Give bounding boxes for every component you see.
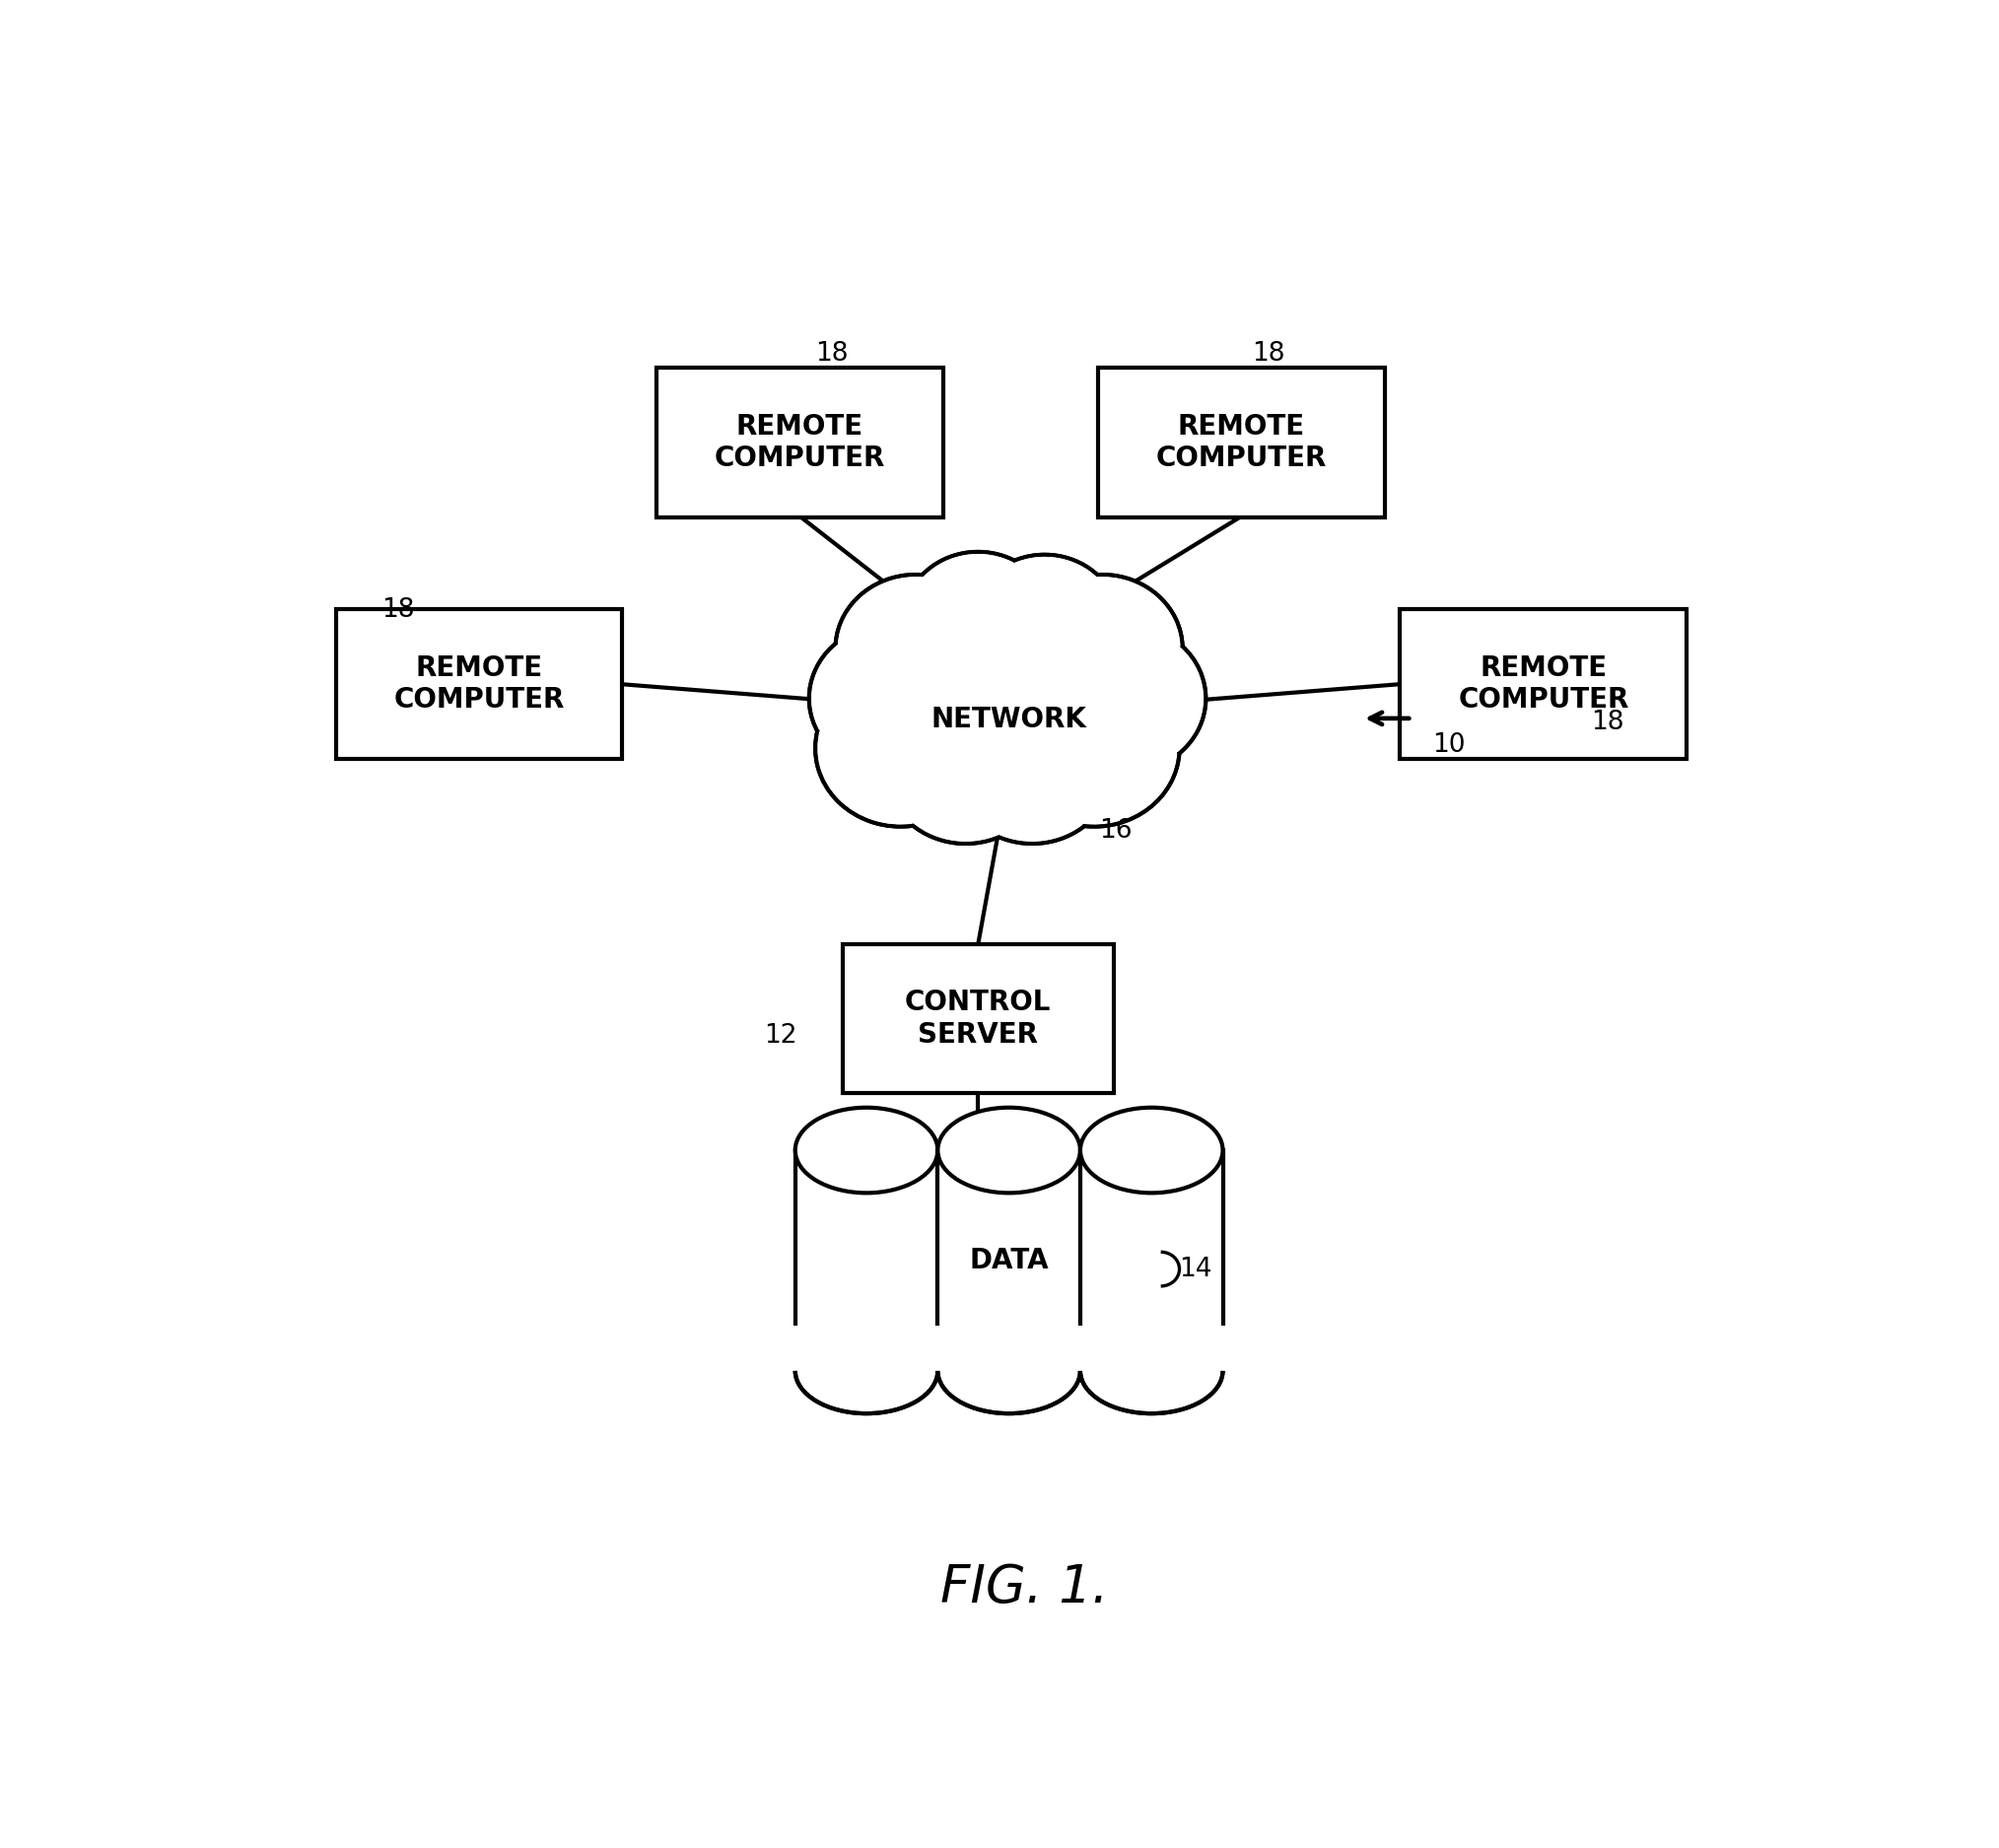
- Circle shape: [904, 553, 1051, 689]
- Circle shape: [836, 575, 998, 723]
- Ellipse shape: [796, 1107, 938, 1194]
- Text: 18: 18: [1251, 342, 1285, 368]
- FancyBboxPatch shape: [1097, 368, 1385, 517]
- Circle shape: [906, 554, 1049, 686]
- Circle shape: [1047, 626, 1203, 771]
- FancyBboxPatch shape: [656, 368, 944, 517]
- Circle shape: [886, 695, 1045, 843]
- Bar: [1079, 1149, 1223, 1371]
- Text: DATA: DATA: [970, 1247, 1049, 1275]
- Ellipse shape: [938, 1107, 1079, 1194]
- Text: 18: 18: [382, 597, 414, 623]
- Text: 12: 12: [764, 1024, 798, 1048]
- Circle shape: [816, 671, 986, 826]
- Circle shape: [952, 695, 1113, 843]
- Circle shape: [970, 554, 1119, 691]
- Text: REMOTE
COMPUTER: REMOTE COMPUTER: [1155, 412, 1327, 471]
- Text: 10: 10: [1431, 732, 1465, 758]
- Circle shape: [1021, 575, 1183, 723]
- Circle shape: [1021, 575, 1183, 723]
- Circle shape: [954, 699, 1109, 841]
- Text: 14: 14: [1179, 1257, 1213, 1283]
- Bar: [938, 1149, 1079, 1371]
- Circle shape: [1011, 673, 1177, 824]
- Bar: [1073, 1325, 1231, 1371]
- Text: FIG. 1.: FIG. 1.: [940, 1562, 1109, 1613]
- FancyBboxPatch shape: [336, 610, 622, 760]
- FancyBboxPatch shape: [1399, 610, 1687, 760]
- Circle shape: [1023, 577, 1179, 721]
- Bar: [788, 1325, 946, 1371]
- Ellipse shape: [1079, 1107, 1223, 1194]
- Circle shape: [972, 556, 1117, 689]
- Circle shape: [810, 625, 970, 772]
- Circle shape: [952, 695, 1113, 843]
- Circle shape: [1009, 671, 1179, 826]
- Bar: [796, 1149, 938, 1371]
- Text: 18: 18: [816, 342, 848, 368]
- Text: REMOTE
COMPUTER: REMOTE COMPUTER: [1457, 654, 1629, 713]
- Circle shape: [1045, 625, 1205, 772]
- Bar: [930, 1325, 1087, 1371]
- Ellipse shape: [854, 660, 1163, 822]
- Circle shape: [816, 671, 986, 826]
- Ellipse shape: [1079, 1329, 1223, 1414]
- Text: REMOTE
COMPUTER: REMOTE COMPUTER: [394, 654, 564, 713]
- Ellipse shape: [874, 660, 1145, 809]
- Circle shape: [886, 695, 1045, 843]
- Circle shape: [818, 673, 984, 824]
- Circle shape: [888, 699, 1043, 841]
- Circle shape: [812, 626, 968, 771]
- Circle shape: [836, 575, 998, 723]
- Circle shape: [904, 553, 1051, 689]
- Ellipse shape: [796, 1329, 938, 1414]
- Text: CONTROL
SERVER: CONTROL SERVER: [906, 989, 1051, 1048]
- Circle shape: [810, 625, 970, 772]
- Text: 16: 16: [1099, 819, 1131, 843]
- Text: REMOTE
COMPUTER: REMOTE COMPUTER: [714, 412, 886, 471]
- Circle shape: [970, 554, 1119, 691]
- Text: NETWORK: NETWORK: [932, 706, 1087, 734]
- FancyBboxPatch shape: [842, 944, 1113, 1094]
- Circle shape: [1045, 625, 1205, 772]
- Text: 18: 18: [1591, 710, 1625, 736]
- Ellipse shape: [938, 1329, 1079, 1414]
- Circle shape: [1009, 671, 1179, 826]
- Circle shape: [838, 577, 994, 721]
